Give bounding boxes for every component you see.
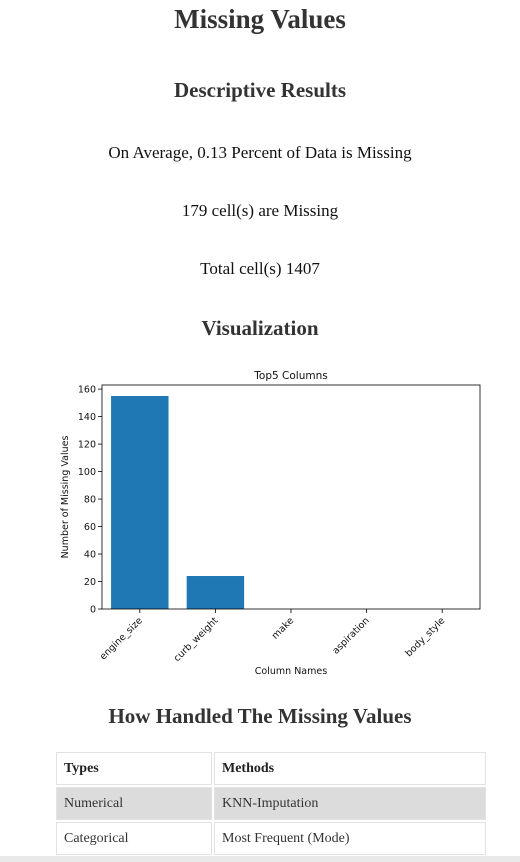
x-tick-label-engine_size: engine_size — [98, 615, 145, 662]
table-header-methods: Methods — [214, 752, 486, 785]
descriptive-results-heading: Descriptive Results — [173, 78, 347, 102]
handled-heading: How Handled The Missing Values — [108, 704, 412, 728]
table-header-row: Types Methods — [56, 752, 486, 785]
x-tick-label-make: make — [270, 615, 296, 641]
page-title: Missing Values — [174, 4, 346, 34]
visualization-heading: Visualization — [201, 316, 319, 340]
y-tick-label: 160 — [78, 385, 96, 396]
y-tick-label: 60 — [84, 522, 96, 533]
table-cell-type: Categorical — [56, 822, 212, 855]
y-tick-label: 100 — [78, 467, 96, 478]
table-cell-method: Most Frequent (Mode) — [214, 822, 486, 855]
table-header-types: Types — [56, 752, 212, 785]
x-axis-label: Column Names — [255, 666, 327, 677]
table-cell-type: Numerical — [56, 787, 212, 820]
bar-engine_size — [111, 395, 169, 609]
x-tick-label-curb_weight: curb_weight — [172, 615, 221, 664]
table-row: Numerical KNN-Imputation — [56, 787, 486, 820]
y-tick-label: 20 — [84, 577, 96, 588]
total-cells-text: Total cell(s) 1407 — [200, 259, 320, 278]
y-tick-label: 120 — [78, 440, 96, 451]
y-tick-label: 0 — [90, 605, 96, 616]
y-tick-label: 40 — [84, 550, 96, 561]
missing-cells-text: 179 cell(s) are Missing — [181, 201, 339, 220]
average-missing-text: On Average, 0.13 Percent of Data is Miss… — [108, 143, 412, 162]
x-tick-label-aspiration: aspiration — [330, 615, 371, 656]
y-tick-label: 140 — [78, 412, 96, 423]
handling-methods-table: Types Methods Numerical KNN-Imputation C… — [54, 750, 488, 857]
x-tick-label-body_style: body_style — [403, 615, 447, 659]
missing-values-bar-chart: Top5 Columns 0 20 40 60 80 100 120 140 160 engine_… — [56, 366, 496, 682]
table-row: Categorical Most Frequent (Mode) — [56, 822, 486, 855]
chart-svg: Top5 Columns 0 20 40 60 80 100 120 140 160 engine_… — [60, 370, 481, 677]
y-axis-label: Number of Missing Values — [60, 436, 71, 559]
y-tick-label: 80 — [84, 495, 96, 506]
chart-title: Top5 Columns — [253, 370, 327, 382]
bar-curb_weight — [186, 576, 245, 609]
bottom-divider — [0, 856, 520, 862]
table-cell-method: KNN-Imputation — [214, 787, 486, 820]
